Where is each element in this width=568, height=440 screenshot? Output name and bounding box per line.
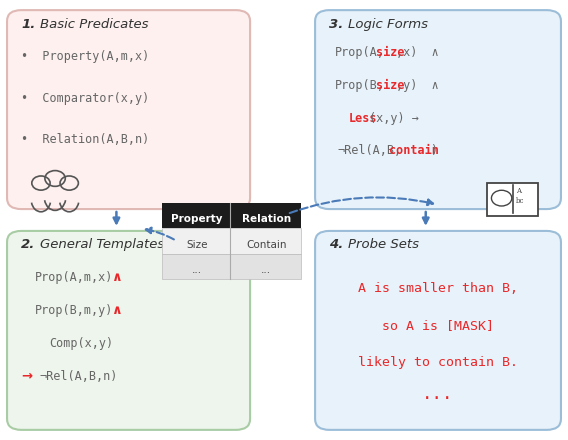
Text: General Templates: General Templates	[40, 238, 164, 251]
Text: ...: ...	[422, 385, 454, 403]
Text: size: size	[375, 79, 404, 92]
Text: Basic Predicates: Basic Predicates	[40, 18, 148, 31]
Text: contain: contain	[389, 144, 439, 158]
FancyBboxPatch shape	[7, 10, 250, 209]
Text: Prop(A,: Prop(A,	[335, 46, 385, 59]
Text: Prop(B,: Prop(B,	[335, 79, 385, 92]
Text: ¬Rel(A,B,n): ¬Rel(A,B,n)	[40, 370, 118, 383]
Text: Prop(B,m,y): Prop(B,m,y)	[35, 304, 114, 317]
Text: Logic Forms: Logic Forms	[348, 18, 428, 31]
Text: Relation: Relation	[242, 214, 291, 224]
FancyBboxPatch shape	[7, 231, 250, 430]
Text: A
bc: A bc	[516, 187, 524, 205]
FancyBboxPatch shape	[162, 253, 301, 279]
Text: 4.: 4.	[329, 238, 344, 251]
Text: Property: Property	[172, 214, 223, 224]
Text: ,x)  ∧: ,x) ∧	[396, 46, 438, 59]
Text: 2.: 2.	[21, 238, 35, 251]
Text: ...: ...	[192, 265, 202, 275]
Text: •  Property(A,m,x): • Property(A,m,x)	[21, 51, 149, 63]
Text: Contain: Contain	[246, 240, 287, 249]
Text: 1.: 1.	[21, 18, 35, 31]
Text: size: size	[375, 46, 404, 59]
Text: ∧: ∧	[111, 271, 122, 284]
FancyBboxPatch shape	[162, 228, 301, 253]
Text: •  Comparator(x,y): • Comparator(x,y)	[21, 92, 149, 105]
FancyBboxPatch shape	[315, 231, 561, 430]
Text: ): )	[430, 144, 437, 158]
Text: so A is [MASK]: so A is [MASK]	[382, 319, 494, 332]
Text: 3.: 3.	[329, 18, 344, 31]
Text: ,y)  ∧: ,y) ∧	[396, 79, 438, 92]
Text: Comp(x,y): Comp(x,y)	[49, 337, 114, 350]
Text: (x,y) →: (x,y) →	[369, 112, 419, 125]
Text: Less: Less	[349, 112, 378, 125]
Text: Size: Size	[186, 240, 208, 249]
FancyBboxPatch shape	[315, 10, 561, 209]
Text: •  Relation(A,B,n): • Relation(A,B,n)	[21, 133, 149, 147]
Text: ∧: ∧	[111, 304, 122, 317]
Text: Prop(A,m,x): Prop(A,m,x)	[35, 271, 114, 284]
Text: ¬Rel(A,B,: ¬Rel(A,B,	[338, 144, 402, 158]
FancyBboxPatch shape	[487, 183, 538, 216]
Text: A is smaller than B,: A is smaller than B,	[358, 282, 518, 295]
Text: likely to contain B.: likely to contain B.	[358, 356, 518, 370]
Text: ...: ...	[261, 265, 272, 275]
Text: Probe Sets: Probe Sets	[348, 238, 419, 251]
Text: →: →	[21, 370, 32, 383]
FancyBboxPatch shape	[162, 202, 301, 228]
